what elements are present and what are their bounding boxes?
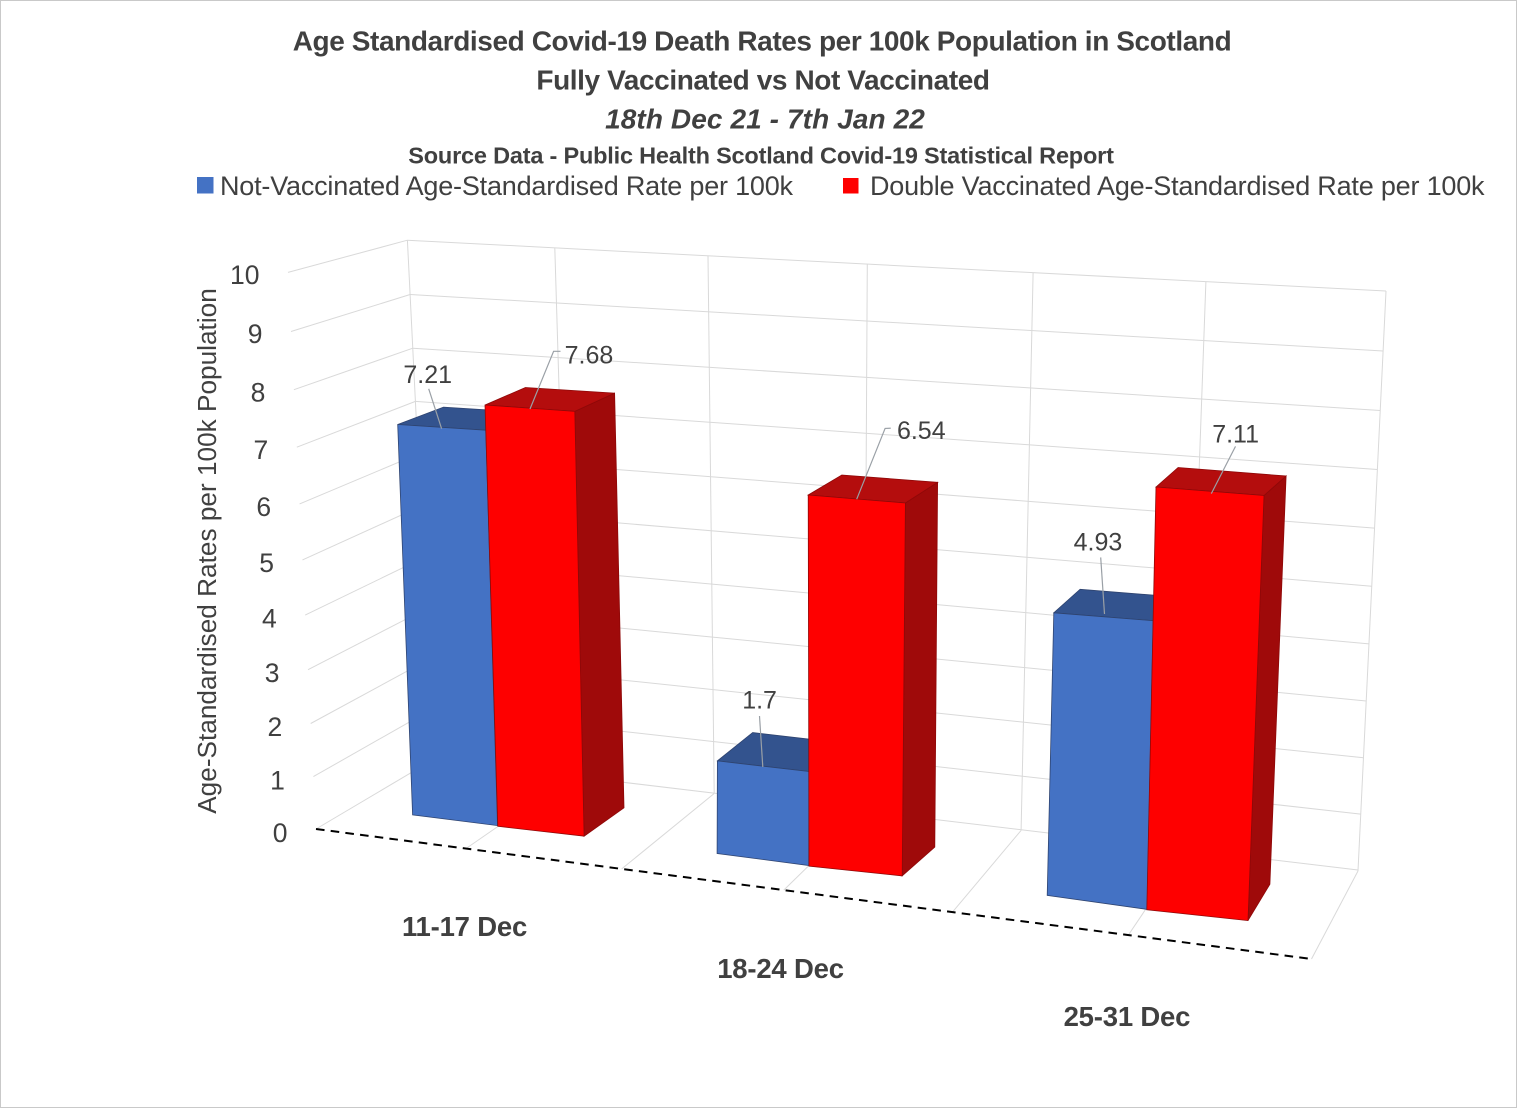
svg-text:Age Standardised Covid-19 Deat: Age Standardised Covid-19 Death Rates pe… (293, 26, 1232, 57)
svg-text:7.68: 7.68 (565, 342, 614, 370)
svg-text:25-31 Dec: 25-31 Dec (1064, 1001, 1191, 1032)
svg-text:8: 8 (251, 378, 266, 408)
svg-text:4.93: 4.93 (1074, 528, 1123, 556)
svg-text:1.7: 1.7 (742, 687, 777, 715)
svg-text:3: 3 (265, 658, 280, 688)
svg-text:1: 1 (270, 765, 285, 795)
svg-text:Fully Vaccinated vs Not Vaccin: Fully Vaccinated vs Not Vaccinated (536, 65, 989, 96)
svg-text:6: 6 (256, 492, 271, 522)
svg-text:Double Vaccinated Age-Standard: Double Vaccinated Age-Standardised Rate … (870, 171, 1485, 201)
svg-text:18th Dec 21 - 7th Jan 22: 18th Dec 21 - 7th Jan 22 (605, 104, 925, 135)
svg-text:7.21: 7.21 (403, 361, 452, 389)
svg-text:18-24 Dec: 18-24 Dec (717, 953, 844, 984)
svg-text:Not-Vaccinated Age-Standardise: Not-Vaccinated Age-Standardised Rate per… (220, 171, 794, 201)
svg-text:6.54: 6.54 (897, 417, 946, 445)
svg-text:7.11: 7.11 (1212, 421, 1259, 449)
svg-text:4: 4 (262, 604, 277, 634)
svg-text:11-17 Dec: 11-17 Dec (402, 911, 527, 942)
svg-text:0: 0 (273, 818, 288, 848)
svg-text:9: 9 (248, 319, 263, 349)
svg-text:7: 7 (254, 435, 269, 465)
svg-text:5: 5 (259, 548, 274, 578)
svg-text:10: 10 (230, 260, 259, 290)
svg-text:2: 2 (267, 712, 282, 742)
svg-text:Age-Standardised Rates per 100: Age-Standardised Rates per 100k Populati… (192, 288, 222, 814)
svg-text:Source Data - Public Health Sc: Source Data - Public Health Scotland Cov… (408, 143, 1114, 169)
